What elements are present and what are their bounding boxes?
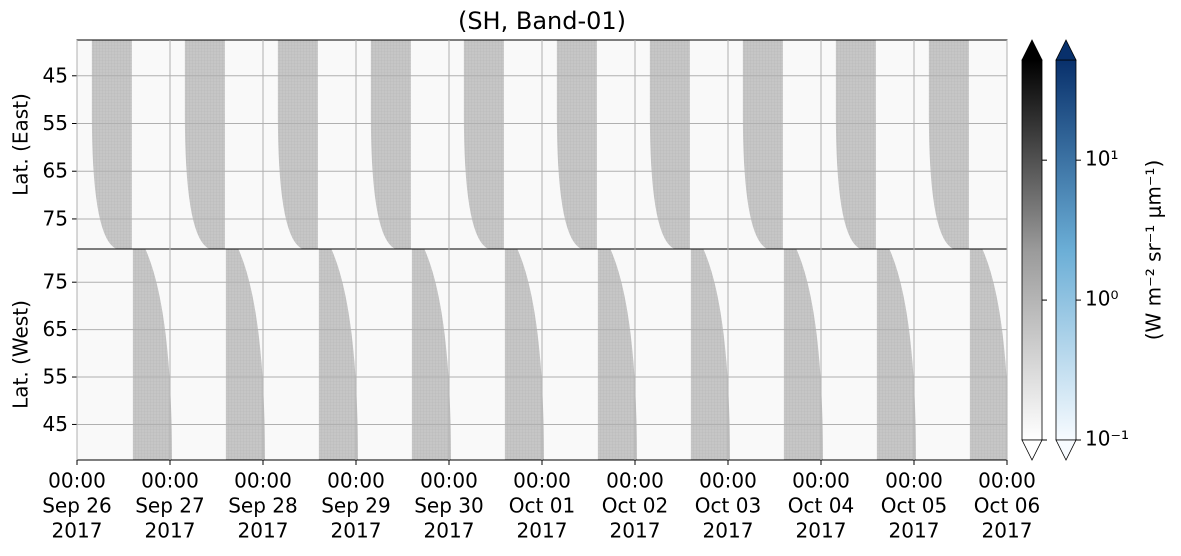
swath xyxy=(783,249,823,460)
x-tick-label: Sep 28 xyxy=(228,494,298,518)
x-tick-label: 00:00 xyxy=(141,469,199,493)
colorbar-tick-label: 10¹ xyxy=(1085,147,1118,171)
x-tick-label: 00:00 xyxy=(513,469,571,493)
x-tick-label: 2017 xyxy=(52,519,103,543)
x-tick-label: 2017 xyxy=(517,519,568,543)
x-tick-label: 2017 xyxy=(331,519,382,543)
x-tick-label: 00:00 xyxy=(699,469,757,493)
x-tick-label: Oct 05 xyxy=(881,494,947,518)
x-tick-label: 2017 xyxy=(982,519,1033,543)
swath xyxy=(411,249,451,460)
x-tick-label: 2017 xyxy=(145,519,196,543)
x-tick-label: 2017 xyxy=(610,519,661,543)
y-tick-label: 65 xyxy=(43,317,68,341)
swath xyxy=(504,249,544,460)
swath xyxy=(370,40,411,249)
x-tick-label: 2017 xyxy=(796,519,847,543)
swath xyxy=(597,249,637,460)
x-tick-label: 2017 xyxy=(703,519,754,543)
swath xyxy=(742,40,783,249)
colorbar-tick-label: 10⁰ xyxy=(1085,287,1118,311)
swath xyxy=(463,40,504,249)
y-tick-label: 45 xyxy=(43,412,68,436)
x-tick-label: Oct 02 xyxy=(602,494,668,518)
y-tick-label: 45 xyxy=(43,63,68,87)
colorbar-label: (W m⁻² sr⁻¹ μm⁻¹) xyxy=(1142,160,1166,341)
swath xyxy=(318,249,358,460)
swath xyxy=(876,249,916,460)
x-tick-label: Sep 27 xyxy=(135,494,205,518)
y-tick-label: 55 xyxy=(43,365,68,389)
x-tick-label: Oct 04 xyxy=(788,494,854,518)
swath xyxy=(556,40,597,249)
y-axis-label: Lat. (East) xyxy=(9,93,33,196)
swath xyxy=(277,40,318,249)
x-tick-label: 00:00 xyxy=(234,469,292,493)
y-tick-label: 55 xyxy=(43,111,68,135)
x-tick-label: 00:00 xyxy=(792,469,850,493)
x-tick-label: 2017 xyxy=(424,519,475,543)
swath xyxy=(91,40,132,249)
x-tick-label: Oct 06 xyxy=(974,494,1040,518)
x-tick-label: 2017 xyxy=(238,519,289,543)
x-tick-label: Sep 26 xyxy=(42,494,112,518)
x-tick-label: 00:00 xyxy=(885,469,943,493)
swath xyxy=(969,249,1007,460)
colorbar xyxy=(1021,59,1043,441)
swath xyxy=(928,40,969,249)
x-tick-label: 00:00 xyxy=(327,469,385,493)
x-tick-label: 00:00 xyxy=(606,469,664,493)
x-tick-label: 00:00 xyxy=(978,469,1036,493)
swath xyxy=(835,40,876,249)
colorbar-extend-max xyxy=(1055,39,1077,61)
swath xyxy=(184,40,225,249)
x-tick-label: 2017 xyxy=(889,519,940,543)
swath xyxy=(132,249,172,460)
colorbar-extend-max xyxy=(1021,39,1043,61)
panel xyxy=(132,249,1007,460)
x-tick-label: Sep 30 xyxy=(414,494,484,518)
y-tick-label: 75 xyxy=(43,270,68,294)
swath xyxy=(649,40,690,249)
swath xyxy=(690,249,730,460)
x-tick-label: 00:00 xyxy=(48,469,106,493)
y-axis-label: Lat. (West) xyxy=(9,300,33,409)
panel xyxy=(91,40,969,249)
y-tick-label: 65 xyxy=(43,159,68,183)
colorbar-tick-label: 10⁻¹ xyxy=(1085,427,1129,451)
y-tick-label: 75 xyxy=(43,206,68,230)
x-tick-label: Sep 29 xyxy=(321,494,391,518)
chart-title: (SH, Band-01) xyxy=(458,7,626,35)
x-tick-label: Oct 01 xyxy=(509,494,575,518)
x-tick-label: 00:00 xyxy=(420,469,478,493)
swath xyxy=(225,249,265,460)
x-tick-label: Oct 03 xyxy=(695,494,761,518)
colorbar-extend-min xyxy=(1021,439,1043,461)
colorbar-extend-min xyxy=(1055,439,1077,461)
colorbar xyxy=(1055,59,1077,441)
